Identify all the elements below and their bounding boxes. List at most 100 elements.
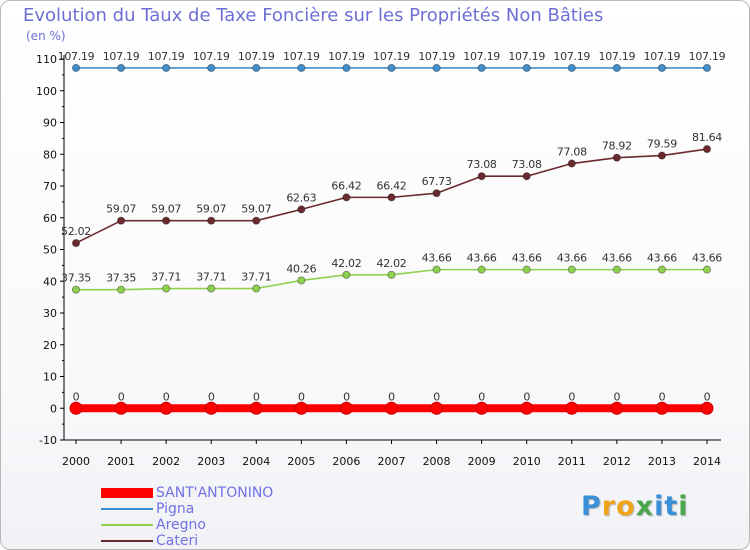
data-label-aregno: 43.66	[602, 252, 632, 265]
x-tick-label: 2007	[378, 455, 406, 468]
data-point-aregno	[297, 276, 306, 285]
logo-letter: o	[616, 491, 636, 522]
data-point-sant-antonino	[69, 401, 83, 415]
chart-title: Evolution du Taux de Taxe Foncière sur l…	[23, 5, 604, 26]
x-tick-label: 2008	[423, 455, 451, 468]
x-tick-label: 2006	[332, 455, 360, 468]
data-point-sant-antonino	[565, 401, 579, 415]
y-unit-label: (en %)	[26, 29, 66, 43]
data-label-aregno: 43.66	[647, 252, 677, 265]
data-label-sant-antonino: 0	[298, 390, 305, 403]
data-label-sant-antonino: 0	[343, 390, 350, 403]
data-label-cateri: 59.07	[151, 203, 181, 216]
legend-item-sant-antonino: SANT'ANTONINO	[101, 485, 321, 501]
data-label-cateri: 66.42	[331, 179, 361, 192]
legend-swatch-pigna	[101, 508, 153, 510]
data-point-sant-antonino	[114, 401, 128, 415]
data-point-cateri	[612, 153, 621, 162]
data-point-cateri	[432, 189, 441, 198]
data-point-pigna	[387, 63, 396, 73]
data-point-aregno	[342, 270, 351, 279]
data-label-cateri: 79.59	[647, 138, 677, 151]
legend-label-sant-antonino: SANT'ANTONINO	[156, 485, 274, 501]
legend-item-pigna: Pigna	[101, 501, 321, 517]
data-point-cateri	[702, 144, 712, 154]
data-point-sant-antonino	[610, 401, 624, 415]
data-label-aregno: 42.02	[331, 257, 361, 270]
data-point-pigna	[162, 63, 171, 73]
data-point-cateri	[657, 151, 667, 160]
data-point-pigna	[252, 63, 261, 73]
data-point-pigna	[71, 63, 81, 73]
data-point-cateri	[477, 172, 486, 181]
data-point-cateri	[162, 216, 171, 225]
data-point-sant-antonino	[430, 401, 444, 415]
data-label-sant-antonino: 0	[208, 390, 215, 403]
x-tick-label: 2011	[558, 455, 586, 468]
data-label-sant-antonino: 0	[163, 390, 170, 403]
data-point-pigna	[612, 63, 621, 73]
data-label-cateri: 52.02	[61, 225, 91, 238]
x-tick-label: 2000	[62, 455, 90, 468]
y-tick-label: 40	[43, 275, 57, 288]
data-point-cateri	[342, 193, 351, 202]
data-label-sant-antonino: 0	[614, 390, 621, 403]
data-label-cateri: 66.42	[377, 179, 407, 192]
data-label-aregno: 40.26	[286, 262, 316, 275]
data-point-pigna	[477, 63, 486, 73]
data-point-sant-antonino	[520, 401, 534, 415]
data-label-sant-antonino: 0	[73, 390, 80, 403]
data-label-pigna: 107.19	[599, 50, 636, 63]
x-tick-label: 2012	[603, 455, 631, 468]
y-tick-label: 80	[43, 148, 57, 161]
legend-label-aregno: Aregno	[156, 517, 206, 533]
data-point-sant-antonino	[475, 401, 489, 415]
data-label-cateri: 67.73	[422, 175, 452, 188]
x-tick-label: 2003	[197, 455, 225, 468]
y-tick-label: 20	[43, 339, 57, 352]
data-point-aregno	[116, 285, 126, 294]
legend-item-cateri: Cateri	[101, 533, 321, 549]
legend-label-cateri: Cateri	[156, 533, 199, 549]
data-point-sant-antonino	[385, 401, 398, 415]
data-point-aregno	[522, 265, 531, 274]
data-label-cateri: 59.07	[241, 203, 271, 216]
data-label-cateri: 62.63	[286, 191, 316, 204]
data-label-cateri: 59.07	[106, 203, 136, 216]
data-label-aregno: 37.35	[61, 272, 91, 285]
data-label-cateri: 78.92	[602, 140, 632, 153]
proxiti-logo: Proxiti	[581, 491, 689, 522]
logo-letter: i	[678, 491, 689, 522]
data-point-sant-antonino	[159, 401, 173, 415]
data-label-sant-antonino: 0	[118, 390, 125, 403]
logo-letter: t	[664, 491, 679, 522]
data-label-aregno: 37.71	[151, 271, 181, 284]
data-label-aregno: 43.66	[512, 252, 542, 265]
legend-label-pigna: Pigna	[156, 501, 195, 517]
data-label-pigna: 107.19	[463, 50, 500, 63]
data-label-pigna: 107.19	[689, 50, 726, 63]
data-label-aregno: 37.35	[106, 272, 136, 285]
data-point-cateri	[116, 216, 126, 225]
data-point-sant-antonino	[294, 401, 308, 415]
data-label-aregno: 37.71	[241, 271, 271, 284]
data-point-pigna	[207, 63, 216, 73]
logo-letter: P	[581, 491, 602, 522]
data-point-cateri	[567, 159, 576, 168]
y-tick-label: 10	[43, 371, 57, 384]
data-label-aregno: 43.66	[557, 252, 587, 265]
data-label-pigna: 107.19	[193, 50, 230, 63]
data-label-cateri: 77.08	[557, 146, 587, 159]
x-tick-label: 2004	[242, 455, 270, 468]
data-label-cateri: 73.08	[467, 158, 497, 171]
data-point-cateri	[297, 205, 306, 214]
y-tick-label: 70	[43, 180, 57, 193]
y-tick-label: 0	[50, 402, 57, 415]
data-labels: 107.19 107.19 107.19 107.19 107.19 107.19 107.…	[58, 50, 726, 403]
x-tick-label: 2005	[287, 455, 315, 468]
data-point-sant-antonino	[700, 401, 714, 415]
data-point-aregno	[71, 285, 81, 294]
data-label-sant-antonino: 0	[523, 390, 530, 403]
data-point-pigna	[522, 63, 531, 73]
